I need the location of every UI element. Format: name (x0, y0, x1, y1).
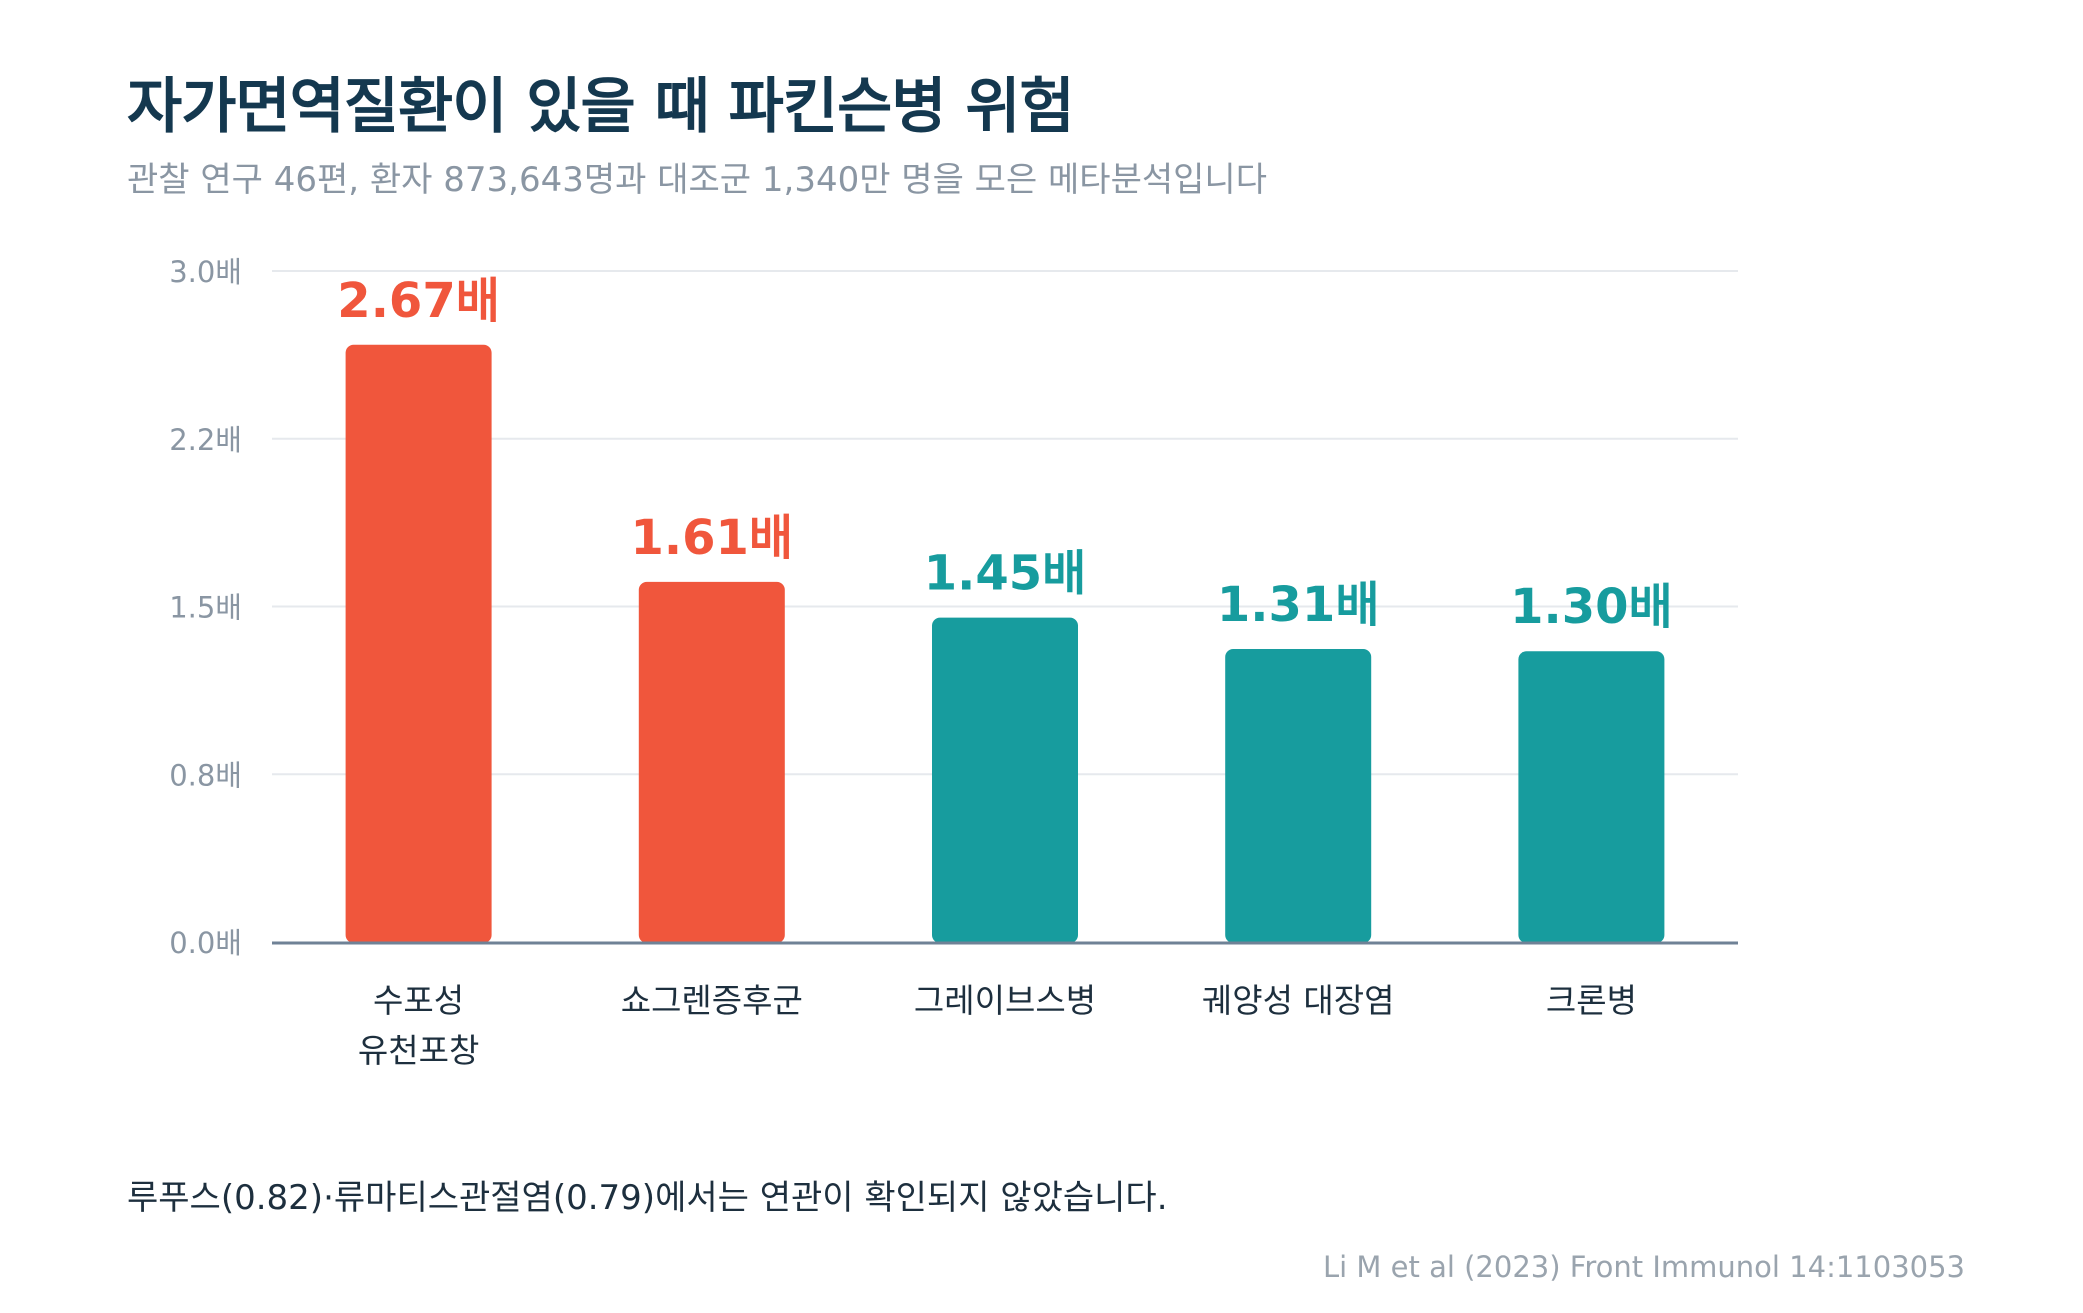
category-label: 궤양성 대장염 (1202, 981, 1395, 1020)
y-tick-label: 0.0배 (169, 926, 242, 960)
category-label: 그레이브스병 (914, 981, 1096, 1020)
bar (932, 617, 1078, 943)
value-label: 1.45배 (924, 546, 1087, 602)
footnote: 루푸스(0.82)·류마티스관절염(0.79)에서는 연관이 확인되지 않았습니… (127, 1178, 1168, 1218)
source-citation: Li M et al (2023) Front Immunol 14:11030… (1322, 1250, 1965, 1284)
value-label: 1.30배 (1510, 579, 1673, 635)
y-tick-label: 3.0배 (169, 255, 242, 289)
y-tick-label: 1.5배 (169, 591, 242, 625)
value-label: 1.61배 (631, 510, 794, 566)
bar (1518, 651, 1665, 943)
bar (345, 344, 492, 943)
category-label: 유천포창 (358, 1031, 479, 1070)
category-label: 쇼그렌증후군 (621, 981, 803, 1020)
category-label: 크론병 (1546, 981, 1637, 1020)
value-label: 2.67배 (337, 273, 500, 329)
category-label: 수포성 (373, 981, 464, 1020)
chart-subtitle: 관찰 연구 46편, 환자 873,643명과 대조군 1,340만 명을 모은… (127, 160, 1267, 200)
bars (345, 344, 1665, 943)
y-axis-ticks: 0.0배 0.8배 1.5배 2.2배 3.0배 (169, 255, 242, 960)
y-tick-label: 0.8배 (169, 758, 242, 792)
bar (638, 581, 785, 943)
y-tick-label: 2.2배 (169, 423, 242, 457)
value-labels: 2.67배 1.61배 1.45배 1.31배 1.30배 (337, 273, 1672, 635)
bar (1225, 648, 1372, 943)
value-label: 1.31배 (1217, 577, 1380, 633)
chart-title: 자가면역질환이 있을 때 파킨슨병 위험 (127, 72, 1075, 142)
